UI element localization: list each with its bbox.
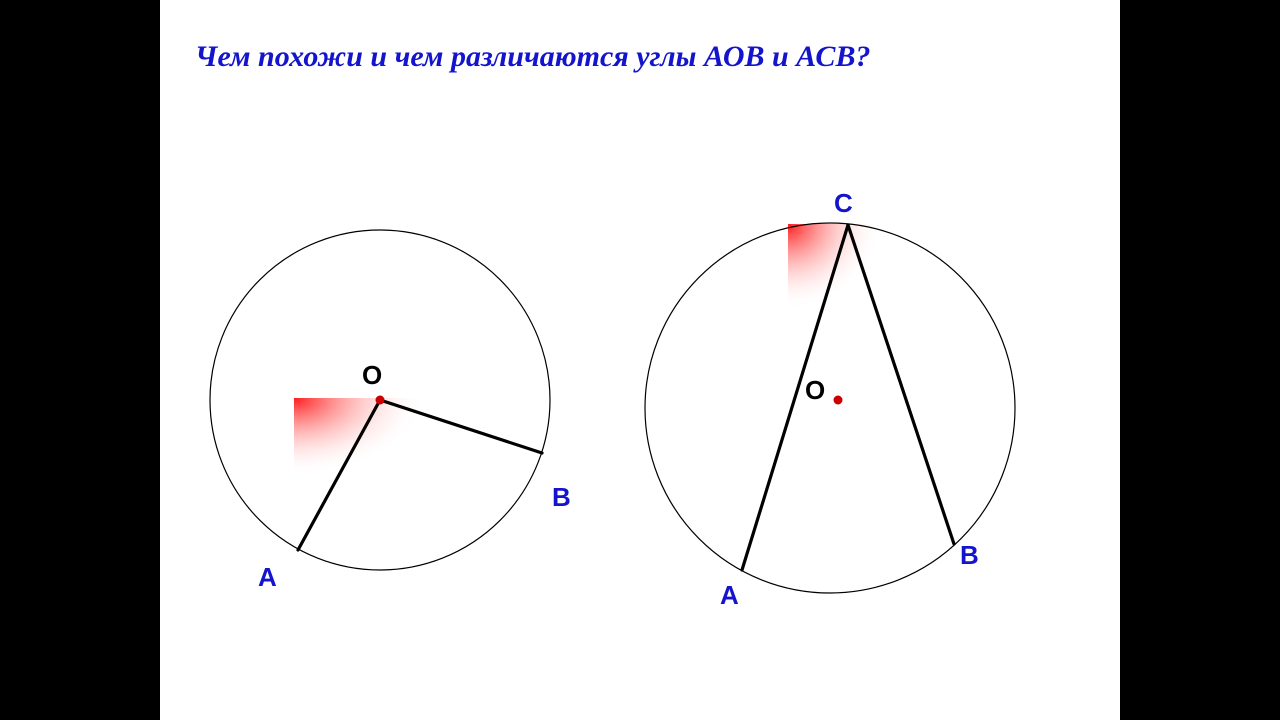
label-O-1: О [362,360,382,391]
label-B-1: В [552,482,571,513]
label-B-2: В [960,540,979,571]
stage: Чем похожи и чем различаются углы АОВ и … [0,0,1280,720]
label-A-2: А [720,580,739,611]
diagram-svg [160,0,1120,720]
label-O-2: О [805,375,825,406]
label-A-1: А [258,562,277,593]
slide: Чем похожи и чем различаются углы АОВ и … [160,0,1120,720]
label-C-2: С [834,188,853,219]
